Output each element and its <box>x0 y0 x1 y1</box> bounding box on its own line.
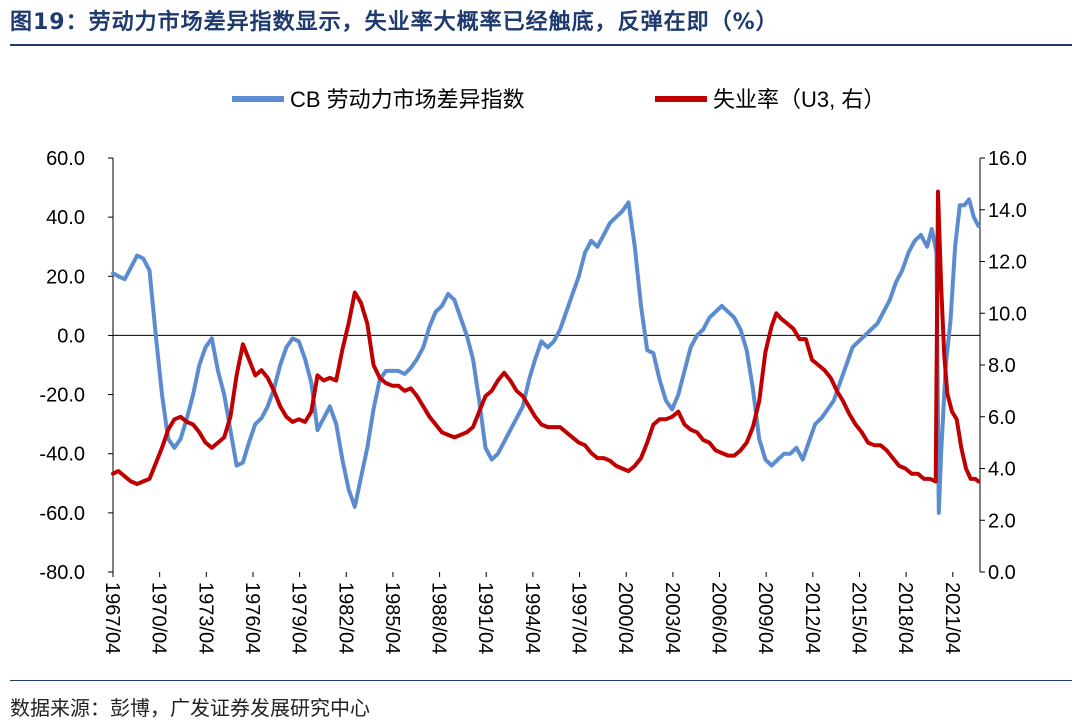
right-tick-label: 14.0 <box>988 200 1027 222</box>
left-tick-label: 60.0 <box>46 148 85 170</box>
left-tick-label: 0.0 <box>57 325 85 347</box>
line-chart: CB 劳动力市场差异指数 失业率（U3, 右） 60.0 40.0 20.0 0.0 -2… <box>39 87 1027 654</box>
x-tick-label: 1979/04 <box>288 582 310 654</box>
left-tick-label: -60.0 <box>39 503 85 525</box>
x-tick-label: 2015/04 <box>847 582 869 654</box>
series-line-cb-index <box>111 197 981 515</box>
chart-title: 图19：劳动力市场差异指数显示，失业率大概率已经触底，反弹在即（%） <box>10 10 779 35</box>
left-tick-label: -20.0 <box>39 385 85 407</box>
x-tick-label: 2003/04 <box>661 582 683 654</box>
x-tick-label: 2012/04 <box>801 582 823 654</box>
left-tick-label: -80.0 <box>39 562 85 584</box>
x-tick-label: 1994/04 <box>521 582 543 654</box>
x-tick-label: 1985/04 <box>381 582 403 654</box>
right-tick-label: 8.0 <box>988 355 1016 377</box>
x-tick-label: 1991/04 <box>474 582 496 654</box>
data-source: 数据来源：彭博，广发证券发展研究中心 <box>10 696 370 720</box>
chart-axes: 60.0 40.0 20.0 0.0 -20.0 -40.0 -60.0 -80.0 16.0 1… <box>39 148 1027 654</box>
series-line-unemployment <box>111 189 981 486</box>
right-tick-label: 4.0 <box>988 459 1016 481</box>
left-tick-label: -40.0 <box>39 444 85 466</box>
right-tick-label: 16.0 <box>988 148 1027 170</box>
x-tick-label: 2021/04 <box>941 582 963 654</box>
right-tick-label: 12.0 <box>988 252 1027 274</box>
x-tick-label: 1967/04 <box>101 582 123 654</box>
x-tick-label: 2009/04 <box>754 582 776 654</box>
x-tick-label: 2006/04 <box>708 582 730 654</box>
legend-label: 失业率（U3, 右） <box>713 87 885 112</box>
x-tick-label: 1988/04 <box>428 582 450 654</box>
title-rule <box>10 44 1072 46</box>
x-tick-label: 1982/04 <box>334 582 356 654</box>
right-tick-label: 0.0 <box>988 562 1016 584</box>
left-tick-label: 20.0 <box>46 266 85 288</box>
x-tick-label: 2000/04 <box>614 582 636 654</box>
chart-legend: CB 劳动力市场差异指数 失业率（U3, 右） <box>232 87 885 112</box>
x-tick-label: 1976/04 <box>241 582 263 654</box>
right-tick-label: 6.0 <box>988 407 1016 429</box>
footer-rule <box>10 680 1072 681</box>
chart-series <box>111 189 981 515</box>
x-tick-label: 1973/04 <box>194 582 216 654</box>
right-tick-label: 2.0 <box>988 510 1016 532</box>
legend-label: CB 劳动力市场差异指数 <box>290 87 525 112</box>
left-tick-label: 40.0 <box>46 207 85 229</box>
x-tick-label: 1997/04 <box>568 582 590 654</box>
right-tick-label: 10.0 <box>988 303 1027 325</box>
x-tick-label: 2018/04 <box>894 582 916 654</box>
x-tick-label: 1970/04 <box>148 582 170 654</box>
